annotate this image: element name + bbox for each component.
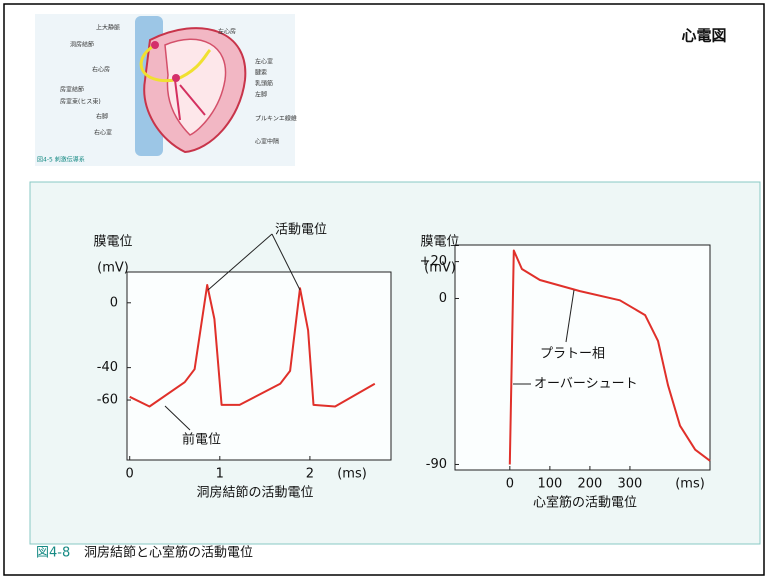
heart-label: 右心房	[92, 66, 110, 74]
page: 心電図 図4-8 洞房結節と心室筋の活動電位 上大静脈洞房結節右心房房室結節房室…	[0, 0, 769, 580]
heart-label: 左心室	[255, 58, 273, 66]
x-tick-label: 300	[618, 477, 643, 492]
x-axis-unit: (ms)	[675, 477, 705, 492]
heart-label: 房室結節	[60, 86, 84, 94]
y-tick-label: -60	[97, 393, 118, 408]
page-title: 心電図	[681, 27, 726, 45]
heart-label: 洞房結節	[70, 41, 94, 49]
heart-label: 右心室	[94, 129, 112, 137]
figure-label: 図4-8	[36, 546, 70, 561]
chart-subtitle: 心室筋の活動電位	[533, 495, 637, 511]
sa-node	[151, 41, 159, 49]
x-tick-label: 2	[306, 467, 314, 482]
plot-frame	[127, 272, 391, 460]
y-tick-label: 0	[439, 291, 447, 306]
chart-subtitle: 洞房結節の活動電位	[196, 485, 313, 501]
y-axis-unit: (mV)	[97, 261, 129, 276]
annotation: プラトー相	[540, 347, 605, 362]
annotation: 活動電位	[275, 223, 327, 238]
heart-label: 左脚	[255, 91, 267, 99]
y-tick-label: -40	[97, 360, 118, 375]
heart-label: 上大静脈	[96, 24, 120, 32]
heart-label: 腱索	[255, 69, 267, 77]
y-axis-label: 膜電位	[420, 235, 459, 250]
av-node	[172, 74, 180, 82]
x-tick-label: 200	[577, 477, 602, 492]
heart-label: 房室束(ヒス束)	[60, 98, 101, 106]
x-tick-label: 0	[506, 477, 514, 492]
y-tick-label: -90	[426, 457, 447, 472]
y-tick-label: 0	[110, 295, 118, 310]
annotation: 前電位	[182, 432, 221, 448]
illustration-caption: 図4-5 刺激伝導系	[37, 156, 85, 164]
heart-label: 左心房	[218, 28, 236, 36]
x-tick-label: 100	[537, 477, 562, 492]
x-tick-label: 1	[216, 467, 224, 482]
x-axis-unit: (ms)	[337, 467, 367, 482]
heart-label: 右脚	[96, 113, 108, 121]
x-tick-label: 0	[126, 467, 134, 482]
annotation: オーバーシュート	[534, 377, 638, 392]
heart-label: プルキンエ線維	[255, 115, 297, 123]
heart-label: 心室中隔	[255, 138, 279, 146]
heart-label: 乳頭筋	[255, 80, 273, 88]
y-axis-label: 膜電位	[93, 235, 132, 250]
figure-caption: 洞房結節と心室筋の活動電位	[84, 545, 253, 561]
y-tick-label: +20	[420, 254, 447, 269]
